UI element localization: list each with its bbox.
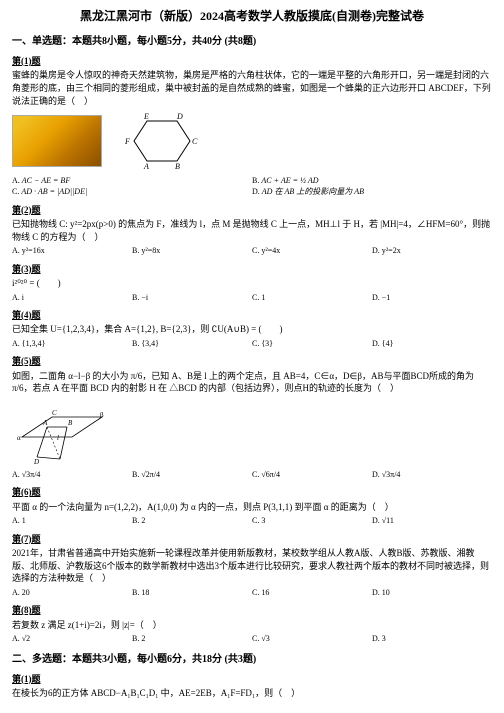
q4-optD: D. {4} — [372, 338, 492, 349]
q1-stem: 蜜蜂的巢房是令人惊叹的神奇天然建筑物，巢房是严格的六角柱状体，它的一端是平整的六… — [12, 69, 492, 107]
q3-optB: B. −i — [132, 292, 252, 303]
q3-num: 第(3)题 — [12, 263, 492, 276]
q4-num: 第(4)题 — [12, 309, 492, 322]
q8-stem: 若复数 z 满足 z(1+i)=2i，则 |z|=（ ） — [12, 619, 492, 632]
q5-stem: 如图，二面角 α−l−β 的大小为 π/6，已知 A、B是 l 上的两个定点，且… — [12, 370, 492, 395]
q7-stem: 2021年，甘肃省普通高中开始实施新一轮课程改革并使用新版教材，某校数学组从人教… — [12, 547, 492, 585]
svg-text:B: B — [68, 419, 73, 427]
q6-optD: D. √11 — [372, 515, 492, 526]
svg-text:A: A — [143, 162, 149, 171]
honeycomb-photo — [12, 115, 102, 167]
q2-optD: D. y²=2x — [372, 245, 492, 256]
q1-optC-label: C. — [12, 187, 19, 196]
q6-stem: 平面 α 的一个法向量为 n=(1,2,2)，A(1,0,0) 为 α 内的一点… — [12, 501, 492, 514]
q1-options: A. AC − AE = BF B. AC + AE = ½ AD C. AD … — [12, 175, 492, 197]
q2-options: A. y²=16x B. y²=8x C. y²=4x D. y²=2x — [12, 245, 492, 256]
q6-optB: B. 2 — [132, 515, 252, 526]
hexagon-diagram: A B C D E F — [122, 111, 202, 171]
q4-optC: C. {3} — [252, 338, 372, 349]
svg-text:α: α — [17, 434, 21, 442]
s2q1-stem: 在棱长为6的正方体 ABCD−A₁B₁C₁D₁ 中，AE=2EB，A₁F=FD₁… — [12, 687, 492, 700]
q5-num: 第(5)题 — [12, 355, 492, 368]
section2-head: 二、多选题：本题共3小题，每小题6分，共18分 (共3题) — [12, 653, 492, 667]
q8-options: A. √2 B. 2 C. √3 D. 3 — [12, 633, 492, 644]
q7-options: A. 20 B. 18 C. 16 D. 10 — [12, 587, 492, 598]
q5-optD: D. √3π/4 — [372, 469, 492, 480]
q7-num: 第(7)题 — [12, 533, 492, 546]
q8-num: 第(8)题 — [12, 604, 492, 617]
q5-figure: α β A B C D l — [12, 397, 492, 467]
page-title: 黑龙江黑河市（新版）2024高考数学人教版摸底(自测卷)完整试卷 — [12, 8, 492, 25]
q8-optA: A. √2 — [12, 633, 132, 644]
q1-optC-formula: AD · AB = |AD||DE| — [21, 187, 87, 196]
q1-figures: A B C D E F — [12, 111, 492, 171]
svg-text:F: F — [124, 137, 130, 146]
q3-optA: A. i — [12, 292, 132, 303]
q2-stem: 已知抛物线 C: y²=2px(p>0) 的焦点为 F，准线为 l，点 M 是抛… — [12, 218, 492, 243]
q5-options: A. √3π/4 B. √2π/4 C. √6π/4 D. √3π/4 — [12, 469, 492, 480]
q8-optD: D. 3 — [372, 633, 492, 644]
svg-text:B: B — [175, 162, 180, 171]
q6-options: A. 1 B. 2 C. 3 D. √11 — [12, 515, 492, 526]
q7-optD: D. 10 — [372, 587, 492, 598]
q1-num: 第(1)题 — [12, 55, 492, 68]
q1-optB-formula: AC + AE = ½ AD — [261, 176, 318, 185]
q2-optB: B. y²=8x — [132, 245, 252, 256]
q6-num: 第(6)题 — [12, 486, 492, 499]
q7-optB: B. 18 — [132, 587, 252, 598]
q3-optD: D. −1 — [372, 292, 492, 303]
svg-text:A: A — [42, 419, 48, 427]
q1-optD-label: D. — [252, 187, 260, 196]
svg-text:D: D — [33, 458, 39, 466]
q5-optB: B. √2π/4 — [132, 469, 252, 480]
svg-text:E: E — [143, 112, 149, 121]
section1-head: 一、单选题：本题共8小题，每小题5分，共40分 (共8题) — [12, 35, 492, 49]
svg-text:l: l — [57, 434, 59, 442]
q1-optD-formula: AD 在 AB 上的投影向量为 AB — [262, 187, 364, 196]
q4-options: A. {1,3,4} B. {3,4} C. {3} D. {4} — [12, 338, 492, 349]
svg-text:β: β — [100, 411, 104, 419]
q1-optA-formula: AC − AE = BF — [22, 176, 70, 185]
q7-optA: A. 20 — [12, 587, 132, 598]
q7-optC: C. 16 — [252, 587, 372, 598]
svg-text:C: C — [192, 137, 198, 146]
svg-text:C: C — [52, 409, 57, 417]
s2q1-num: 第(1)题 — [12, 673, 492, 686]
q5-optC: C. √6π/4 — [252, 469, 372, 480]
q6-optC: C. 3 — [252, 515, 372, 526]
q1-optB-label: B. — [252, 176, 259, 185]
svg-text:D: D — [176, 112, 183, 121]
q4-stem: 已知全集 U={1,2,3,4}，集合 A={1,2}, B={2,3}，则 ∁… — [12, 323, 492, 336]
q3-optC: C. 1 — [252, 292, 372, 303]
q8-optB: B. 2 — [132, 633, 252, 644]
q8-optC: C. √3 — [252, 633, 372, 644]
q6-optA: A. 1 — [12, 515, 132, 526]
q2-num: 第(2)题 — [12, 204, 492, 217]
q1-optA-label: A. — [12, 176, 20, 185]
q2-optC: C. y²=4x — [252, 245, 372, 256]
q4-optA: A. {1,3,4} — [12, 338, 132, 349]
q2-optA: A. y²=16x — [12, 245, 132, 256]
q3-options: A. i B. −i C. 1 D. −1 — [12, 292, 492, 303]
q5-optA: A. √3π/4 — [12, 469, 132, 480]
q3-stem: i²⁰²⁰ = ( ) — [12, 277, 492, 290]
q4-optB: B. {3,4} — [132, 338, 252, 349]
